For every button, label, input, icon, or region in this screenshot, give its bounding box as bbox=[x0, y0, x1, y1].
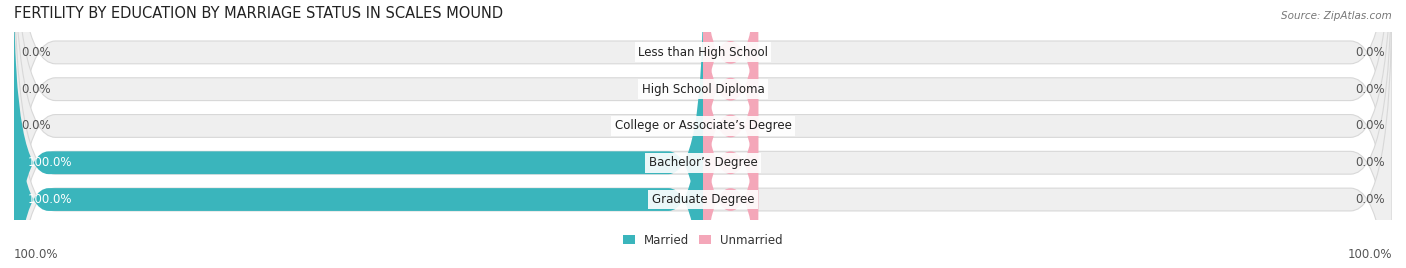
Text: 100.0%: 100.0% bbox=[28, 156, 72, 169]
Text: Less than High School: Less than High School bbox=[638, 46, 768, 59]
FancyBboxPatch shape bbox=[703, 0, 758, 262]
FancyBboxPatch shape bbox=[14, 0, 703, 268]
FancyBboxPatch shape bbox=[14, 0, 1392, 262]
Text: Bachelor’s Degree: Bachelor’s Degree bbox=[648, 156, 758, 169]
Text: 0.0%: 0.0% bbox=[1355, 120, 1385, 132]
Text: FERTILITY BY EDUCATION BY MARRIAGE STATUS IN SCALES MOUND: FERTILITY BY EDUCATION BY MARRIAGE STATU… bbox=[14, 6, 503, 21]
Text: High School Diploma: High School Diploma bbox=[641, 83, 765, 96]
FancyBboxPatch shape bbox=[14, 27, 703, 268]
Text: 0.0%: 0.0% bbox=[1355, 83, 1385, 96]
Text: Source: ZipAtlas.com: Source: ZipAtlas.com bbox=[1281, 11, 1392, 21]
FancyBboxPatch shape bbox=[703, 27, 758, 268]
FancyBboxPatch shape bbox=[14, 0, 1392, 268]
Legend: Married, Unmarried: Married, Unmarried bbox=[619, 229, 787, 251]
Text: 100.0%: 100.0% bbox=[14, 248, 59, 261]
Text: 0.0%: 0.0% bbox=[1355, 156, 1385, 169]
FancyBboxPatch shape bbox=[703, 0, 758, 188]
Text: 0.0%: 0.0% bbox=[21, 83, 51, 96]
FancyBboxPatch shape bbox=[703, 0, 758, 225]
Text: 0.0%: 0.0% bbox=[21, 46, 51, 59]
Text: Graduate Degree: Graduate Degree bbox=[652, 193, 754, 206]
FancyBboxPatch shape bbox=[14, 0, 1392, 268]
FancyBboxPatch shape bbox=[14, 0, 1392, 268]
Text: 100.0%: 100.0% bbox=[1347, 248, 1392, 261]
Text: 0.0%: 0.0% bbox=[1355, 46, 1385, 59]
FancyBboxPatch shape bbox=[703, 64, 758, 268]
FancyBboxPatch shape bbox=[14, 0, 1392, 268]
Text: 0.0%: 0.0% bbox=[1355, 193, 1385, 206]
Text: 0.0%: 0.0% bbox=[21, 120, 51, 132]
Text: 100.0%: 100.0% bbox=[28, 193, 72, 206]
Text: College or Associate’s Degree: College or Associate’s Degree bbox=[614, 120, 792, 132]
